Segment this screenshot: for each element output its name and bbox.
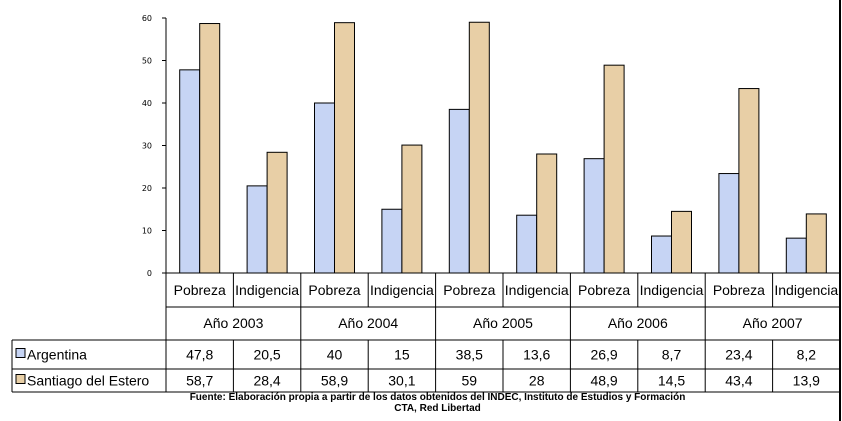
bar-argentina-8 (718, 173, 740, 274)
year-label: Año 2004 (338, 315, 398, 331)
table-cell-value: 20,5 (253, 347, 280, 363)
legend-swatch (15, 374, 26, 384)
table-cell-value: 28 (529, 373, 545, 389)
category-label: Indigencia (370, 282, 434, 298)
table-cell-value: 30,1 (388, 373, 415, 389)
table-cell-value: 58,7 (186, 373, 213, 389)
table-cell-value: 13,9 (793, 373, 820, 389)
category-label: Pobreza (578, 282, 630, 298)
table-cell-value: 13,6 (523, 347, 550, 363)
category-label: Indigencia (774, 282, 838, 298)
category-label: Pobreza (174, 282, 226, 298)
table-cell-value: 15 (394, 347, 410, 363)
table-cell-value: 59 (462, 373, 478, 389)
table-cell-value: 8,7 (662, 347, 682, 363)
category-label: Indigencia (505, 282, 569, 298)
bar-santiago-del-estero-5 (536, 153, 558, 274)
year-label: Año 2006 (608, 315, 668, 331)
chart-border (839, 0, 841, 421)
table-cell-value: 43,4 (725, 373, 752, 389)
bar-argentina-0 (179, 69, 201, 274)
table-cell-value: 14,5 (658, 373, 685, 389)
table-cell-value: 48,9 (590, 373, 617, 389)
bar-argentina-9 (785, 237, 807, 274)
category-label: Pobreza (308, 282, 360, 298)
y-tick-label: 0 (147, 269, 152, 278)
source-caption: Fuente: Elaboración propia a partir de l… (160, 392, 715, 414)
table-cell-value: 58,9 (321, 373, 348, 389)
bar-santiago-del-estero-6 (603, 64, 625, 274)
bar-argentina-3 (381, 208, 403, 274)
caption-line-1: Fuente: Elaboración propia a partir de l… (189, 392, 686, 403)
y-tick-label: 50 (142, 57, 152, 66)
category-label: Indigencia (640, 282, 704, 298)
category-label: Pobreza (713, 282, 765, 298)
bar-santiago-del-estero-8 (738, 88, 760, 274)
legend-label: Argentina (27, 347, 87, 363)
y-tick-label: 20 (142, 184, 152, 193)
legend-label: Santiago del Estero (27, 373, 149, 389)
year-label: Año 2003 (203, 315, 263, 331)
caption-line-2: CTA, Red Libertad (394, 403, 481, 414)
bar-santiago-del-estero-3 (401, 144, 423, 274)
bar-santiago-del-estero-1 (266, 151, 288, 274)
bar-argentina-6 (583, 158, 605, 274)
y-tick-label: 30 (142, 142, 152, 151)
table-cell-value: 28,4 (253, 373, 280, 389)
table-cell-value: 47,8 (186, 347, 213, 363)
y-tick-label: 60 (142, 14, 152, 23)
table-cell-value: 8,2 (797, 347, 817, 363)
y-tick-label: 40 (142, 99, 152, 108)
table-cell-value: 26,9 (590, 347, 617, 363)
year-label: Año 2005 (473, 315, 533, 331)
bar-argentina-4 (448, 108, 470, 274)
table-cell-value: 40 (327, 347, 343, 363)
bar-argentina-5 (516, 214, 538, 274)
legend-swatch (15, 348, 26, 358)
bar-santiago-del-estero-9 (805, 213, 827, 274)
table-cell-value: 38,5 (456, 347, 483, 363)
bar-argentina-7 (651, 235, 672, 274)
year-label: Año 2007 (743, 315, 803, 331)
bar-santiago-del-estero-4 (468, 21, 490, 274)
bar-argentina-1 (246, 185, 268, 274)
y-tick-label: 10 (142, 227, 152, 236)
table-cell-value: 23,4 (725, 347, 752, 363)
bar-argentina-2 (314, 102, 335, 274)
bar-santiago-del-estero-2 (334, 22, 355, 274)
category-label: Pobreza (443, 282, 495, 298)
bar-santiago-del-estero-7 (671, 210, 692, 274)
bar-santiago-del-estero-0 (199, 23, 221, 274)
category-label: Indigencia (235, 282, 299, 298)
